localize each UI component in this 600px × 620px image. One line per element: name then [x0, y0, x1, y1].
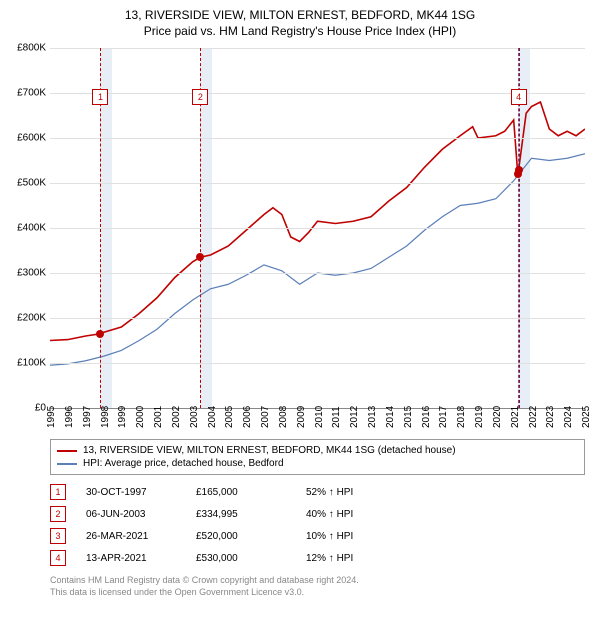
- x-axis-label: 2019: [474, 406, 485, 428]
- events-table: 1 30-OCT-1997 £165,000 52% ↑ HPI 2 06-JU…: [50, 481, 585, 569]
- chart-marker-box: 2: [192, 89, 208, 105]
- chart-marker-box: 1: [92, 89, 108, 105]
- x-axis-label: 2011: [331, 406, 342, 428]
- y-axis-label: £500K: [17, 178, 50, 189]
- event-marker-badge: 4: [50, 550, 66, 566]
- event-row: 3 26-MAR-2021 £520,000 10% ↑ HPI: [50, 525, 585, 547]
- event-price: £165,000: [196, 487, 306, 498]
- event-price: £530,000: [196, 553, 306, 564]
- event-pct: 12% ↑ HPI: [306, 553, 353, 564]
- x-axis-label: 2015: [403, 406, 414, 428]
- chart-marker-dot: [515, 166, 523, 174]
- legend: 13, RIVERSIDE VIEW, MILTON ERNEST, BEDFO…: [50, 439, 585, 475]
- y-axis-label: £400K: [17, 223, 50, 234]
- chart-marker-dot: [96, 330, 104, 338]
- legend-label: 13, RIVERSIDE VIEW, MILTON ERNEST, BEDFO…: [83, 445, 456, 456]
- x-axis-label: 1998: [100, 406, 111, 428]
- event-date: 26-MAR-2021: [86, 531, 196, 542]
- chart-plot-area: £0£100K£200K£300K£400K£500K£600K£700K£80…: [50, 48, 585, 409]
- x-axis-label: 2002: [171, 406, 182, 428]
- chart-marker-box: 4: [511, 89, 527, 105]
- legend-item: HPI: Average price, detached house, Bedf…: [57, 457, 578, 470]
- event-pct: 52% ↑ HPI: [306, 487, 353, 498]
- event-date: 06-JUN-2003: [86, 509, 196, 520]
- x-axis-label: 2016: [421, 406, 432, 428]
- chart-marker-dot: [196, 253, 204, 261]
- event-row: 1 30-OCT-1997 £165,000 52% ↑ HPI: [50, 481, 585, 503]
- event-row: 2 06-JUN-2003 £334,995 40% ↑ HPI: [50, 503, 585, 525]
- event-date: 13-APR-2021: [86, 553, 196, 564]
- footer-line-1: Contains HM Land Registry data © Crown c…: [50, 575, 585, 587]
- y-axis-label: £800K: [17, 43, 50, 54]
- title-line-2: Price paid vs. HM Land Registry's House …: [0, 24, 600, 38]
- y-axis-label: £300K: [17, 268, 50, 279]
- y-axis-label: £200K: [17, 313, 50, 324]
- x-axis-label: 2012: [349, 406, 360, 428]
- x-axis-label: 1996: [64, 406, 75, 428]
- x-axis-label: 2004: [207, 406, 218, 428]
- x-axis-label: 2014: [385, 406, 396, 428]
- x-axis-label: 2006: [242, 406, 253, 428]
- event-marker-badge: 1: [50, 484, 66, 500]
- x-axis-label: 2024: [563, 406, 574, 428]
- x-axis-label: 2008: [278, 406, 289, 428]
- x-axis-label: 2023: [545, 406, 556, 428]
- x-axis-label: 2001: [153, 406, 164, 428]
- footer-line-2: This data is licensed under the Open Gov…: [50, 587, 585, 599]
- legend-swatch: [57, 450, 77, 452]
- event-price: £334,995: [196, 509, 306, 520]
- x-axis-label: 2013: [367, 406, 378, 428]
- x-axis-label: 2007: [260, 406, 271, 428]
- footer: Contains HM Land Registry data © Crown c…: [50, 575, 585, 598]
- x-axis-label: 2021: [510, 406, 521, 428]
- x-axis-label: 2022: [528, 406, 539, 428]
- x-axis-label: 2018: [456, 406, 467, 428]
- legend-label: HPI: Average price, detached house, Bedf…: [83, 458, 284, 469]
- event-pct: 10% ↑ HPI: [306, 531, 353, 542]
- legend-item: 13, RIVERSIDE VIEW, MILTON ERNEST, BEDFO…: [57, 444, 578, 457]
- x-axis-label: 2009: [296, 406, 307, 428]
- y-axis-label: £600K: [17, 133, 50, 144]
- event-marker-badge: 2: [50, 506, 66, 522]
- y-axis-label: £700K: [17, 88, 50, 99]
- x-axis-label: 2020: [492, 406, 503, 428]
- x-axis-label: 2025: [581, 406, 592, 428]
- x-axis-label: 2003: [189, 406, 200, 428]
- x-axis-label: 2010: [314, 406, 325, 428]
- x-axis-label: 2000: [135, 406, 146, 428]
- y-axis-label: £100K: [17, 358, 50, 369]
- event-date: 30-OCT-1997: [86, 487, 196, 498]
- legend-swatch: [57, 463, 77, 465]
- x-axis-label: 1999: [117, 406, 128, 428]
- event-price: £520,000: [196, 531, 306, 542]
- series-hpi: [50, 154, 585, 366]
- x-axis-label: 2005: [224, 406, 235, 428]
- event-row: 4 13-APR-2021 £530,000 12% ↑ HPI: [50, 547, 585, 569]
- event-marker-badge: 3: [50, 528, 66, 544]
- event-pct: 40% ↑ HPI: [306, 509, 353, 520]
- x-axis-label: 1997: [82, 406, 93, 428]
- x-axis-label: 2017: [438, 406, 449, 428]
- title-block: 13, RIVERSIDE VIEW, MILTON ERNEST, BEDFO…: [0, 0, 600, 40]
- title-line-1: 13, RIVERSIDE VIEW, MILTON ERNEST, BEDFO…: [0, 8, 600, 22]
- x-axis-label: 1995: [46, 406, 57, 428]
- chart-container: 13, RIVERSIDE VIEW, MILTON ERNEST, BEDFO…: [0, 0, 600, 620]
